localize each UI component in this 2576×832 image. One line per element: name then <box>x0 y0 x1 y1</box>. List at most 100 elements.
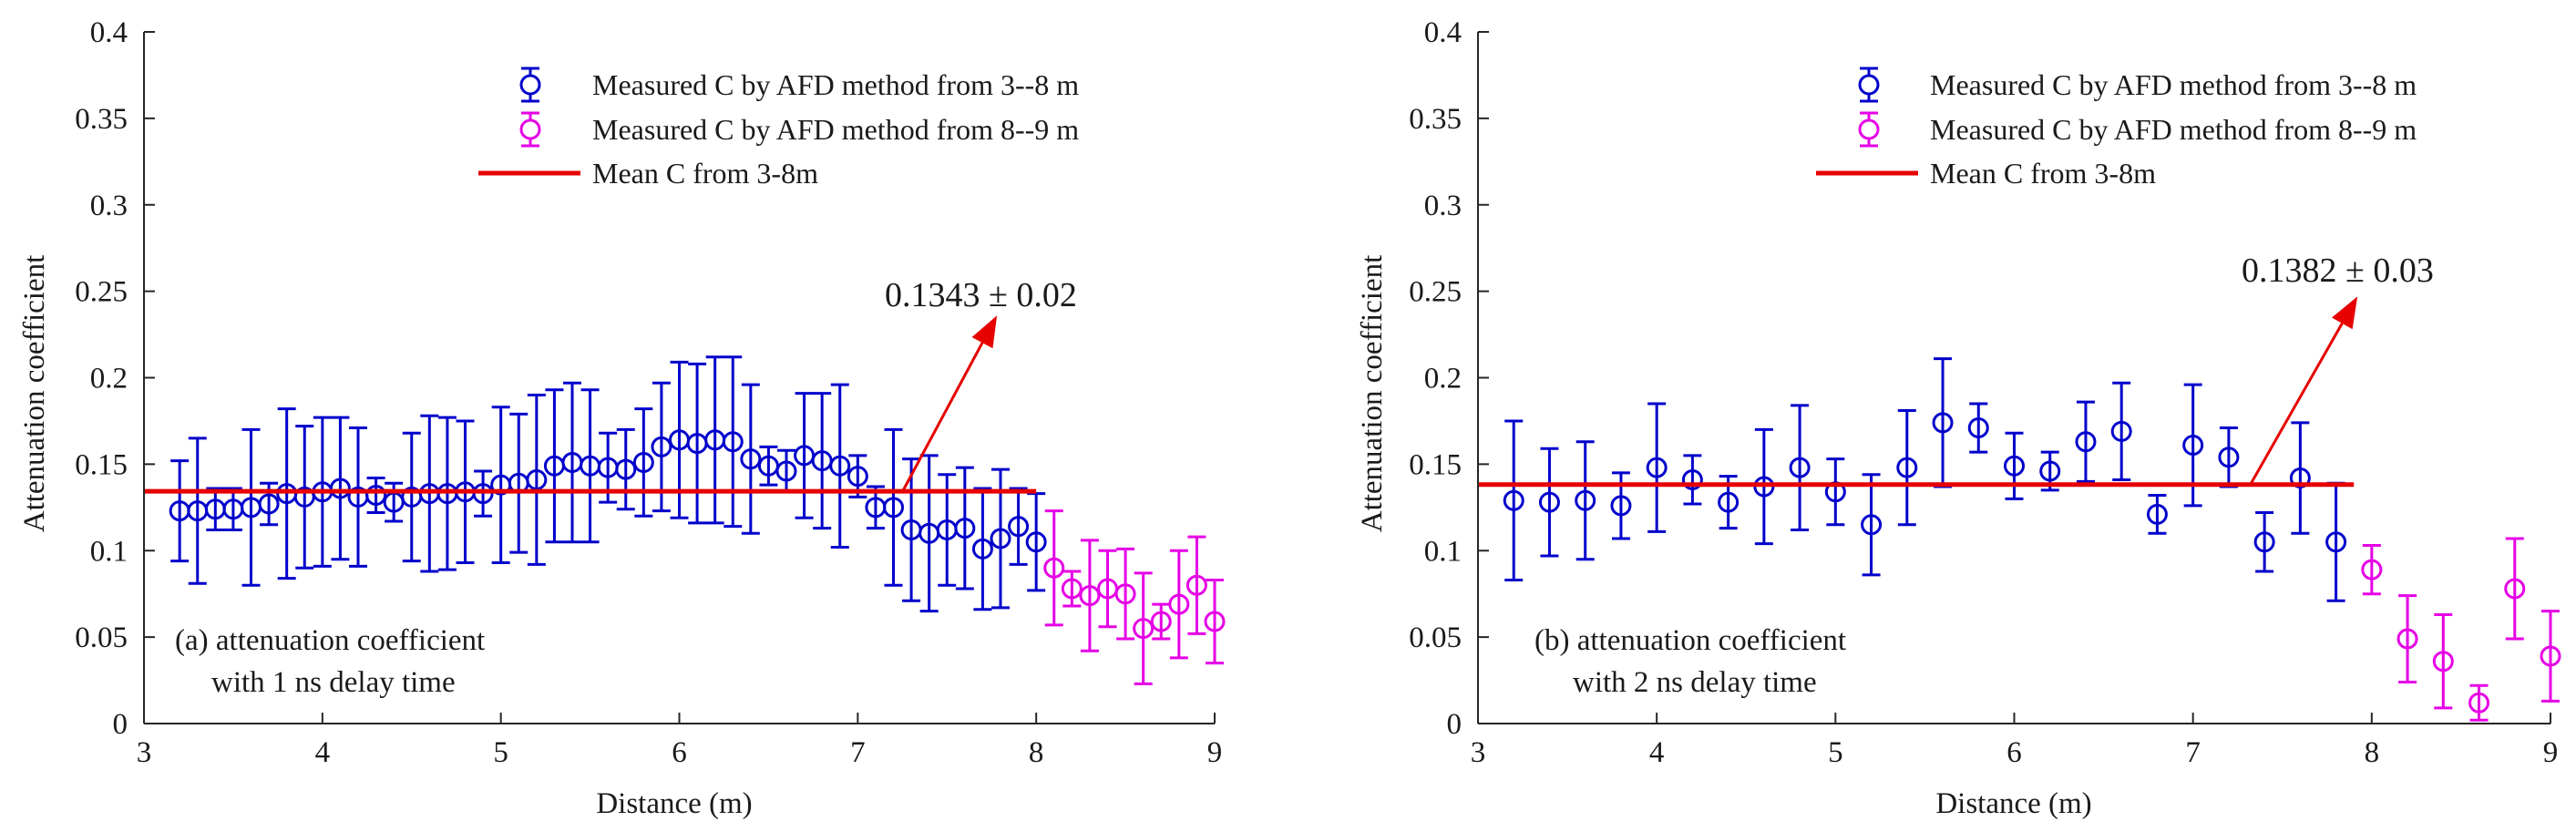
panel-b-errorbar-blue <box>1646 402 1668 533</box>
panel-a-errorbar-blue <box>794 392 816 519</box>
panel-b-errorbar-blue <box>1861 473 1883 577</box>
panel-b-data-point-blue <box>1681 468 1703 490</box>
panel-a-errorbar-blue <box>686 362 708 525</box>
panel-a-x-tick-label: 7 <box>850 736 866 769</box>
panel-b-y-tick-label: 0.35 <box>1409 103 1462 136</box>
panel-a-data-point-blue <box>829 455 851 477</box>
panel-a-errorbar-blue <box>632 407 654 518</box>
panel-b-errorbar-magenta <box>2540 610 2561 703</box>
panel-b-x-tick-label: 7 <box>2185 736 2201 769</box>
panel-b-errorbar-magenta <box>2468 683 2490 722</box>
panel-b-chart: 3 4 5 6 7 8 9 0 0.05 0.1 0.15 0.2 0.25 0.3 0.35 0.4 Dis… <box>1356 16 2561 820</box>
panel-a-errorbar-magenta <box>1061 570 1083 608</box>
panel-b-caption-line-1: (b) attenuation coefficient <box>1534 624 1846 657</box>
panel-b-data-point-blue <box>1610 495 1632 517</box>
panel-a-legend-label-red: Mean C from 3-8m <box>592 157 818 190</box>
panel-b-y-tick-label: 0.15 <box>1409 448 1462 481</box>
panel-a-data-point-magenta <box>1079 585 1101 607</box>
panel-b-data-point-blue <box>1932 412 1954 434</box>
panel-b-errorbar-magenta <box>2432 612 2454 710</box>
panel-a-errorbar-magenta <box>1204 579 1226 665</box>
panel-a-data-point-blue <box>883 497 904 519</box>
panel-b-data-point-magenta <box>2540 645 2561 667</box>
panel-a-errorbar-magenta <box>1133 571 1155 685</box>
panel-a-data-point-blue <box>651 436 672 457</box>
panel-a-annotation-arrow-shaft <box>900 342 984 493</box>
panel-b-data-point-blue <box>2039 460 2061 482</box>
panel-a-errorbar-magenta <box>1150 602 1172 641</box>
panel-b-y-tick-label: 0.25 <box>1409 276 1462 309</box>
panel-b-errorbar-blue <box>1538 447 1560 558</box>
panel-b-x-tick-label: 4 <box>1649 736 1665 769</box>
panel-b-errorbar-blue <box>1681 454 1703 506</box>
panel-b-data-point-blue <box>1538 491 1560 513</box>
panel-a-legend-marker-blue <box>519 67 541 103</box>
panel-a-data-point-blue <box>365 485 387 507</box>
panel-b-data-point-blue <box>2253 531 2275 553</box>
panel-a-errorbar-blue <box>490 406 512 565</box>
panel-b-errorbar-blue <box>1789 404 1811 531</box>
panel-a-data-point-blue <box>632 451 654 473</box>
panel-a-errorbar-blue <box>561 381 583 544</box>
panel-a-errorbar-magenta <box>1185 535 1207 635</box>
panel-a-data-point-magenta <box>1043 557 1065 579</box>
panel-a-errorbar-blue <box>383 481 405 523</box>
panel-b-data-point-blue <box>1575 489 1596 511</box>
panel-b-y-tick-label: 0.05 <box>1409 621 1462 654</box>
panel-b-data-point-blue <box>2146 503 2168 525</box>
panel-b-data-point-magenta <box>2432 651 2454 673</box>
panel-a-errorbar-blue <box>971 487 993 611</box>
panel-b-errorbar-blue <box>2075 400 2097 483</box>
panel-b-errorbar-blue <box>2110 381 2132 481</box>
panel-a-errorbar-magenta <box>1043 509 1065 627</box>
panel-b-errorbar-blue <box>1575 440 1596 561</box>
panel-b-annotation-arrow-head <box>2332 296 2358 330</box>
panel-b-data-point-blue <box>1503 489 1524 511</box>
panel-a-legend-label-magenta: Measured C by AFD method from 8--9 m <box>592 113 1079 146</box>
panel-a-errorbar-blue <box>329 416 351 561</box>
panel-a-legend: Measured C by AFD method from 3--8 m Mea… <box>478 67 1079 190</box>
panel-b-errorbar-magenta <box>2504 537 2526 641</box>
panel-b-errorbar-blue <box>1932 357 1954 488</box>
panel-b-errorbar-blue <box>1503 419 1524 582</box>
panel-b-legend-marker-magenta <box>1858 111 1880 148</box>
panel-b-x-tick-label: 9 <box>2543 736 2559 769</box>
panel-b-errorbar-magenta <box>2396 594 2418 683</box>
panel-b-data-point-blue <box>2075 431 2097 453</box>
panel-a-data-point-blue <box>990 528 1011 550</box>
panel-a-data-point-blue <box>329 478 351 499</box>
panel-a-errorbar-blue <box>829 383 851 549</box>
panel-a-data-point-blue <box>740 448 762 470</box>
panel-a-data-point-blue <box>775 460 797 482</box>
panel-a-y-tick-label: 0.15 <box>75 448 128 481</box>
panel-a-ticks: 3 4 5 6 7 8 9 0 0.05 0.1 0.15 0.2 0.25 0.3 0.35 0.4 <box>75 16 1222 769</box>
panel-a-errorbar-blue <box>222 487 244 531</box>
panel-b-errorbar-magenta <box>2361 544 2383 596</box>
panel-a-data-point-blue <box>971 538 993 560</box>
panel-a-errorbar-blue <box>757 445 779 487</box>
panel-a-errorbar-blue <box>722 355 744 529</box>
panel-a-x-tick-label: 3 <box>137 736 152 769</box>
panel-b-data-point-blue <box>2218 447 2240 468</box>
panel-b-y-tick-label: 0 <box>1447 708 1462 741</box>
panel-b-plot-area <box>1478 296 2561 722</box>
panel-b-x-tick-label: 5 <box>1828 736 1843 769</box>
panel-b-errorbar-blue <box>2146 494 2168 535</box>
panel-b-x-tick-label: 8 <box>2365 736 2380 769</box>
panel-a-errorbar-blue <box>204 487 226 531</box>
panel-a-errorbar-blue <box>669 360 690 519</box>
panel-b-errorbar-blue <box>2218 426 2240 488</box>
panel-b-data-point-blue <box>1896 457 1918 478</box>
panel-a-data-point-blue <box>615 458 637 480</box>
panel-a-data-point-magenta <box>1133 618 1155 640</box>
panel-a-errorbar-blue <box>347 426 369 568</box>
panel-b-legend-label-blue: Measured C by AFD method from 3--8 m <box>1930 68 2417 101</box>
panel-a-caption-line-1: (a) attenuation coefficient <box>175 624 485 657</box>
panel-a-errorbar-magenta <box>1114 547 1136 641</box>
panel-b-data-point-blue <box>2289 467 2311 489</box>
panel-a-errorbar-blue <box>543 388 565 544</box>
panel-b-data-point-magenta <box>2396 628 2418 650</box>
panel-a-errorbar-magenta <box>1079 539 1101 652</box>
panel-b-y-tick-label: 0.4 <box>1424 16 1462 49</box>
